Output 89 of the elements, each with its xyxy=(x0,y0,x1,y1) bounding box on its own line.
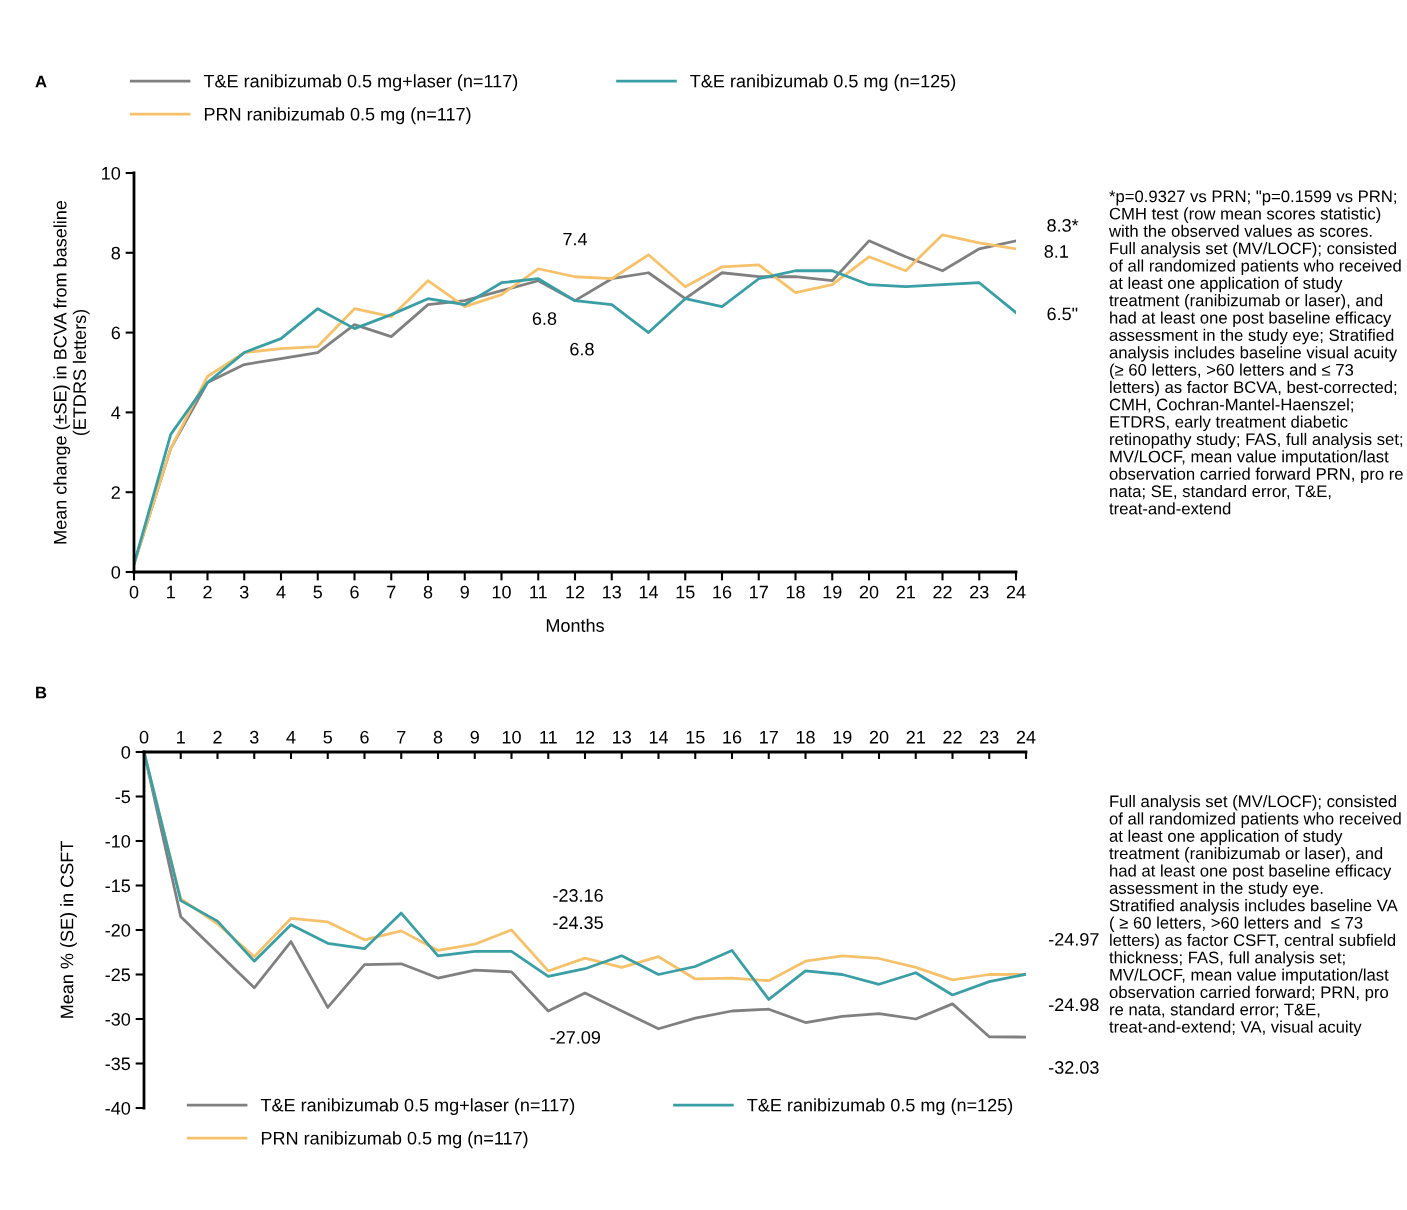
x-tick-label: 8 xyxy=(423,585,433,599)
x-tick-label: 21 xyxy=(896,585,915,599)
y-tick-label: -25 xyxy=(105,968,131,982)
x-tick-label: 22 xyxy=(933,585,952,599)
y-tick-label: -5 xyxy=(115,790,131,804)
y-tick-label: -30 xyxy=(105,1012,131,1026)
x-tick-label: 13 xyxy=(613,730,631,744)
y-tick-label: -40 xyxy=(105,1101,131,1115)
x-tick-label: 6 xyxy=(360,730,369,744)
y-tick-label: 10 xyxy=(102,166,121,180)
y-tick-label: -10 xyxy=(105,834,131,848)
data-label: -32.03 xyxy=(1049,1061,1099,1074)
chart-title: A xyxy=(35,75,47,88)
x-tick-label: 12 xyxy=(566,585,585,599)
x-tick-label: 16 xyxy=(713,585,732,599)
x-tick-label: 20 xyxy=(869,730,889,744)
x-tick-label: 2 xyxy=(213,730,222,744)
x-tick-label: 15 xyxy=(676,585,695,599)
x-tick-label: 5 xyxy=(313,585,323,599)
x-tick-label: 0 xyxy=(139,730,149,744)
x-axis-title: Months xyxy=(546,618,604,632)
y-axis-title: Mean % (SE) in CSFT xyxy=(60,841,77,1018)
x-tick-label: 10 xyxy=(492,585,511,599)
x-tick-label: 19 xyxy=(823,585,842,599)
x-tick-label: 17 xyxy=(760,730,778,744)
x-tick-label: 4 xyxy=(286,730,296,744)
x-tick-label: 2 xyxy=(203,585,212,599)
x-tick-label: 9 xyxy=(470,730,479,744)
x-tick-label: 3 xyxy=(249,730,259,744)
x-tick-label: 11 xyxy=(530,585,547,599)
x-tick-label: 3 xyxy=(239,585,249,599)
x-tick-label: 24 xyxy=(1016,730,1036,744)
x-tick-label: 12 xyxy=(576,730,595,744)
x-tick-label: 4 xyxy=(276,585,286,599)
x-tick-label: 7 xyxy=(397,730,406,744)
x-tick-label: 22 xyxy=(943,730,962,744)
legend-label: T&E ranibizumab 0.5 mg (n=125) xyxy=(690,74,956,92)
x-tick-label: 1 xyxy=(167,585,175,599)
x-tick-label: 15 xyxy=(686,730,705,744)
x-tick-label: 7 xyxy=(387,585,396,599)
x-tick-label: 8 xyxy=(433,730,443,744)
y-tick-label: -15 xyxy=(105,879,131,893)
legend-label: PRN ranibizumab 0.5 mg (n=117) xyxy=(204,107,471,125)
data-label: -27.09 xyxy=(550,1031,601,1044)
y-axis-title: Mean change (±SE) in BCVA from baseline (ETDRS letters) xyxy=(53,200,90,544)
legend-label: T&E ranibizumab 0.5 mg+laser (n=117) xyxy=(203,74,518,92)
x-tick-label: 14 xyxy=(639,585,659,599)
y-tick-label: -35 xyxy=(105,1057,131,1071)
x-tick-label: 11 xyxy=(540,730,557,744)
x-tick-label: 23 xyxy=(980,730,999,744)
chart-title: B xyxy=(36,686,47,699)
text: Full analysis set (MV/LOCF); consisted of all randomized patients who received at least one application of study treatment (ranibizumab or laser), and had at least one post baseline efficacy assessment in the study eye. Stratified analysis includes baseline VA ( ≥ 60 letters, >60 letters and ≤ 73 letters) as factor CSFT, central subfield thickness; FAS, full analysis set; MV/LOCF, mean value imputation/last observation carried forward; PRN, pro re nata, standard error; T&E, treat-and-extend; VA, visual acuity xyxy=(1109,795,1401,1037)
y-tick-label: 0 xyxy=(121,745,131,759)
legend-label: PRN ranibizumab 0.5 mg (n=117) xyxy=(261,1131,528,1149)
x-tick-label: 14 xyxy=(649,730,669,744)
data-label: 8.1 xyxy=(1044,245,1068,258)
x-tick-label: 21 xyxy=(906,730,925,744)
y-tick-label: 4 xyxy=(111,406,121,419)
y-tick-label: 2 xyxy=(111,486,120,499)
x-tick-label: 24 xyxy=(1006,585,1026,599)
x-tick-label: 18 xyxy=(786,585,805,599)
x-tick-label: 6 xyxy=(350,585,359,599)
x-tick-label: 13 xyxy=(603,585,621,599)
x-tick-label: 23 xyxy=(970,585,989,599)
data-label: -24.97 xyxy=(1049,932,1099,946)
y-tick-label: 0 xyxy=(111,565,121,579)
x-tick-label: 10 xyxy=(502,730,521,744)
y-tick-label: 8 xyxy=(111,246,121,260)
x-tick-label: 18 xyxy=(796,730,815,744)
x-tick-label: 20 xyxy=(859,585,879,599)
legend-label: T&E ranibizumab 0.5 mg+laser (n=117) xyxy=(260,1098,575,1116)
text: *p=0.9327 vs PRN; "p=0.1599 vs PRN; CMH test (row mean scores statistic) with the observed values as scores. Full analysis set (MV/LOCF); consisted of all randomized patients who received at least one application of study treatment (ranibizumab or laser), and had at least one post baseline efficacy assessment in the study eye; Stratified analysis includes baseline visual acuity (≥ 60 letters, >60 letters and ≤ 73 letters) as factor BCVA, best-corrected; CMH, Cochran-Mantel-Haenszel; ETDRS, early treatment diabetic retinopathy study; FAS, full analysis set; MV/LOCF, mean value imputation/last observation carried forward PRN, pro re nata; SE, standard error, T&E, treat-and-extend xyxy=(1108,190,1403,515)
y-tick-label: -20 xyxy=(105,923,131,937)
legend-label: T&E ranibizumab 0.5 mg (n=125) xyxy=(747,1098,1013,1116)
data-label: -24.35 xyxy=(553,916,603,930)
x-tick-label: 16 xyxy=(723,730,742,744)
y-tick-label: 6 xyxy=(111,326,121,340)
x-tick-label: 9 xyxy=(460,585,469,599)
data-label: 6.8 xyxy=(570,342,594,356)
data-label: -24.98 xyxy=(1049,998,1099,1012)
data-label: 7.4 xyxy=(563,232,588,246)
data-label: 6.5" xyxy=(1047,307,1078,321)
data-label: 8.3* xyxy=(1047,219,1079,232)
x-tick-label: 19 xyxy=(833,730,852,744)
x-tick-label: 17 xyxy=(750,585,768,599)
data-label: 6.8 xyxy=(532,312,557,325)
x-tick-label: 5 xyxy=(323,730,333,744)
data-label: -23.16 xyxy=(553,889,603,902)
x-tick-label: 1 xyxy=(177,730,185,744)
